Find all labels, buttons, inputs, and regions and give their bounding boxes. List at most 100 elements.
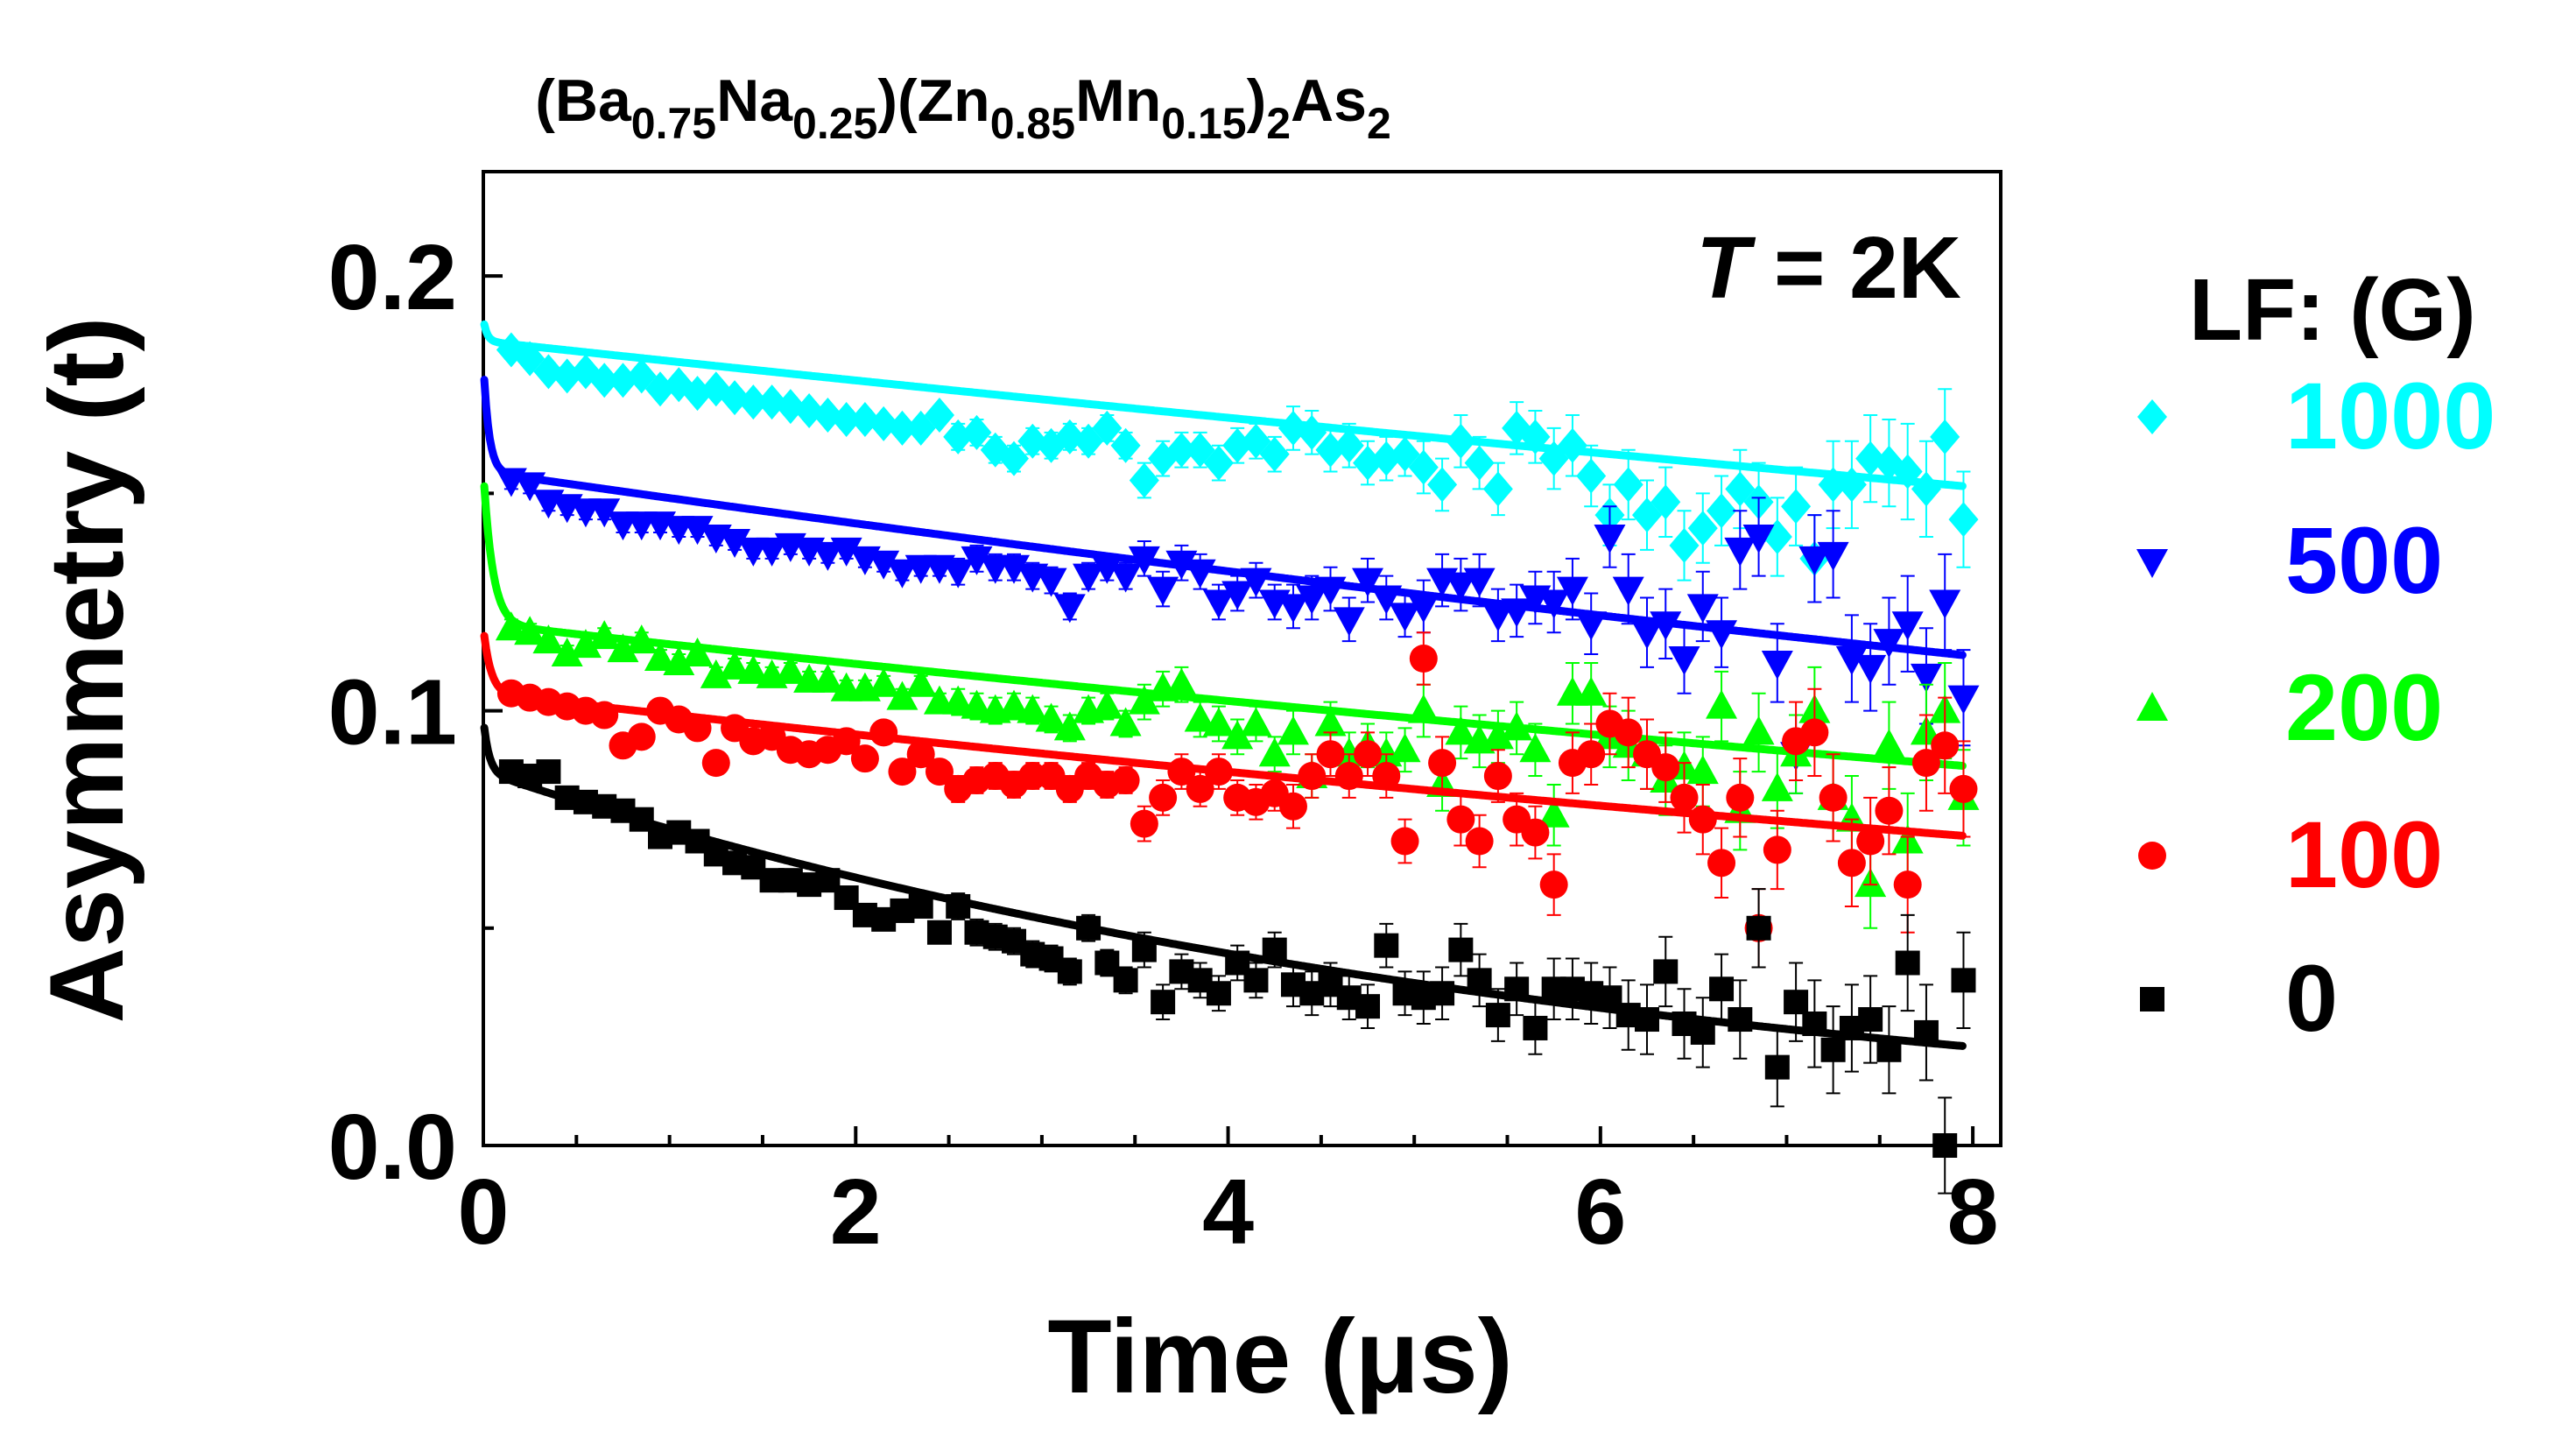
legend-marker <box>2140 987 2164 1012</box>
data-point <box>1855 654 1887 684</box>
x-tick-label: 4 <box>1202 1160 1254 1264</box>
data-point <box>961 689 993 719</box>
data-point <box>775 389 806 425</box>
data-point <box>831 401 862 437</box>
data-point <box>1202 589 1235 619</box>
data-point <box>942 559 975 589</box>
y-tick-label: 0.2 <box>328 226 457 329</box>
data-point <box>1820 1037 1846 1062</box>
data-point <box>1057 959 1082 984</box>
title-segment: ) <box>1247 67 1267 134</box>
legend-marker <box>2137 399 2167 434</box>
data-point <box>1113 968 1138 993</box>
title-subscript: 0.25 <box>792 99 877 148</box>
data-point <box>1891 611 1924 641</box>
data-point <box>1017 423 1048 459</box>
data-point <box>719 650 751 680</box>
data-point <box>998 554 1031 584</box>
legend-label: 100 <box>2285 801 2443 907</box>
series-1000 <box>480 320 1979 603</box>
data-point <box>869 405 899 441</box>
data-point <box>813 398 843 433</box>
data-point <box>1670 783 1699 812</box>
title-subscript: 0.75 <box>631 99 716 148</box>
data-point <box>1538 798 1570 828</box>
data-point <box>607 633 639 663</box>
data-point <box>1538 589 1570 619</box>
x-tick-label: 0 <box>458 1160 510 1264</box>
data-point <box>887 410 918 446</box>
data-point <box>1053 594 1086 624</box>
data-point <box>1315 432 1346 468</box>
data-point <box>924 398 954 433</box>
data-point <box>1817 541 1849 571</box>
data-point <box>700 659 732 688</box>
title-segment: Na <box>716 67 793 134</box>
legend-item-200: 200 <box>2136 654 2443 760</box>
data-point <box>1746 915 1771 941</box>
data-point <box>1482 603 1514 632</box>
data-point <box>1111 766 1140 794</box>
data-point <box>1202 707 1235 737</box>
data-point <box>1109 707 1142 737</box>
x-axis-label: Time (μs) <box>1047 1298 1512 1415</box>
data-point <box>681 516 714 546</box>
data-point <box>1465 827 1494 856</box>
series-0 <box>480 723 1976 1195</box>
data-point <box>1742 525 1775 553</box>
legend-title: LF: (G) <box>2189 261 2476 359</box>
data-point <box>1371 441 1402 476</box>
fit-curve <box>480 723 1967 1050</box>
data-point <box>1130 809 1158 838</box>
data-point <box>1873 729 1905 758</box>
data-point <box>1800 718 1829 747</box>
data-point <box>1556 576 1588 606</box>
data-point <box>1151 990 1176 1015</box>
data-point <box>868 550 900 580</box>
data-point <box>1448 937 1474 962</box>
data-point <box>1389 603 1421 632</box>
annotation-variable: T <box>1696 219 1756 317</box>
data-point <box>645 371 676 407</box>
data-point <box>1092 410 1123 446</box>
data-point <box>961 546 993 575</box>
data-point <box>1278 792 1307 821</box>
data-point <box>1428 749 1457 778</box>
data-point <box>1427 467 1458 503</box>
data-point <box>1149 783 1178 812</box>
data-point <box>1895 950 1920 976</box>
data-point <box>998 689 1031 719</box>
data-point <box>1390 827 1419 856</box>
data-point <box>720 380 750 416</box>
data-point <box>1221 581 1254 610</box>
data-point <box>532 624 565 654</box>
data-point <box>1686 755 1719 785</box>
data-point <box>533 354 564 390</box>
data-point <box>608 363 638 398</box>
data-point <box>1668 646 1700 675</box>
data-point <box>757 384 787 420</box>
data-point <box>536 759 561 785</box>
data-point <box>495 611 527 641</box>
data-point <box>1128 685 1160 715</box>
data-point <box>1858 1007 1883 1033</box>
data-point <box>926 920 952 945</box>
data-point <box>1355 994 1381 1019</box>
data-point <box>849 401 880 437</box>
data-point <box>1761 772 1793 801</box>
data-point <box>644 642 677 671</box>
data-point <box>888 758 917 786</box>
data-point <box>1819 783 1848 812</box>
data-point <box>1277 715 1309 745</box>
data-point <box>1910 663 1942 693</box>
data-point <box>1221 720 1254 750</box>
data-point <box>794 393 825 429</box>
data-point <box>1446 805 1475 834</box>
data-point <box>1686 594 1719 624</box>
data-point <box>1742 715 1775 745</box>
data-point <box>1576 458 1607 494</box>
data-point <box>1706 689 1738 719</box>
legend-label: 1000 <box>2285 363 2495 469</box>
data-point <box>551 638 583 667</box>
